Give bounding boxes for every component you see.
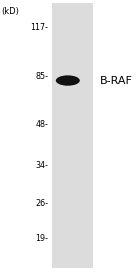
Text: B-RAF: B-RAF	[100, 76, 133, 85]
FancyBboxPatch shape	[52, 3, 93, 268]
Text: 34-: 34-	[36, 161, 49, 170]
Ellipse shape	[56, 75, 80, 86]
Text: 85-: 85-	[36, 72, 49, 81]
Text: 26-: 26-	[36, 199, 49, 208]
Text: 19-: 19-	[36, 235, 49, 243]
Text: 48-: 48-	[36, 120, 49, 129]
Text: 117-: 117-	[31, 23, 49, 32]
Text: (kD): (kD)	[1, 7, 19, 16]
